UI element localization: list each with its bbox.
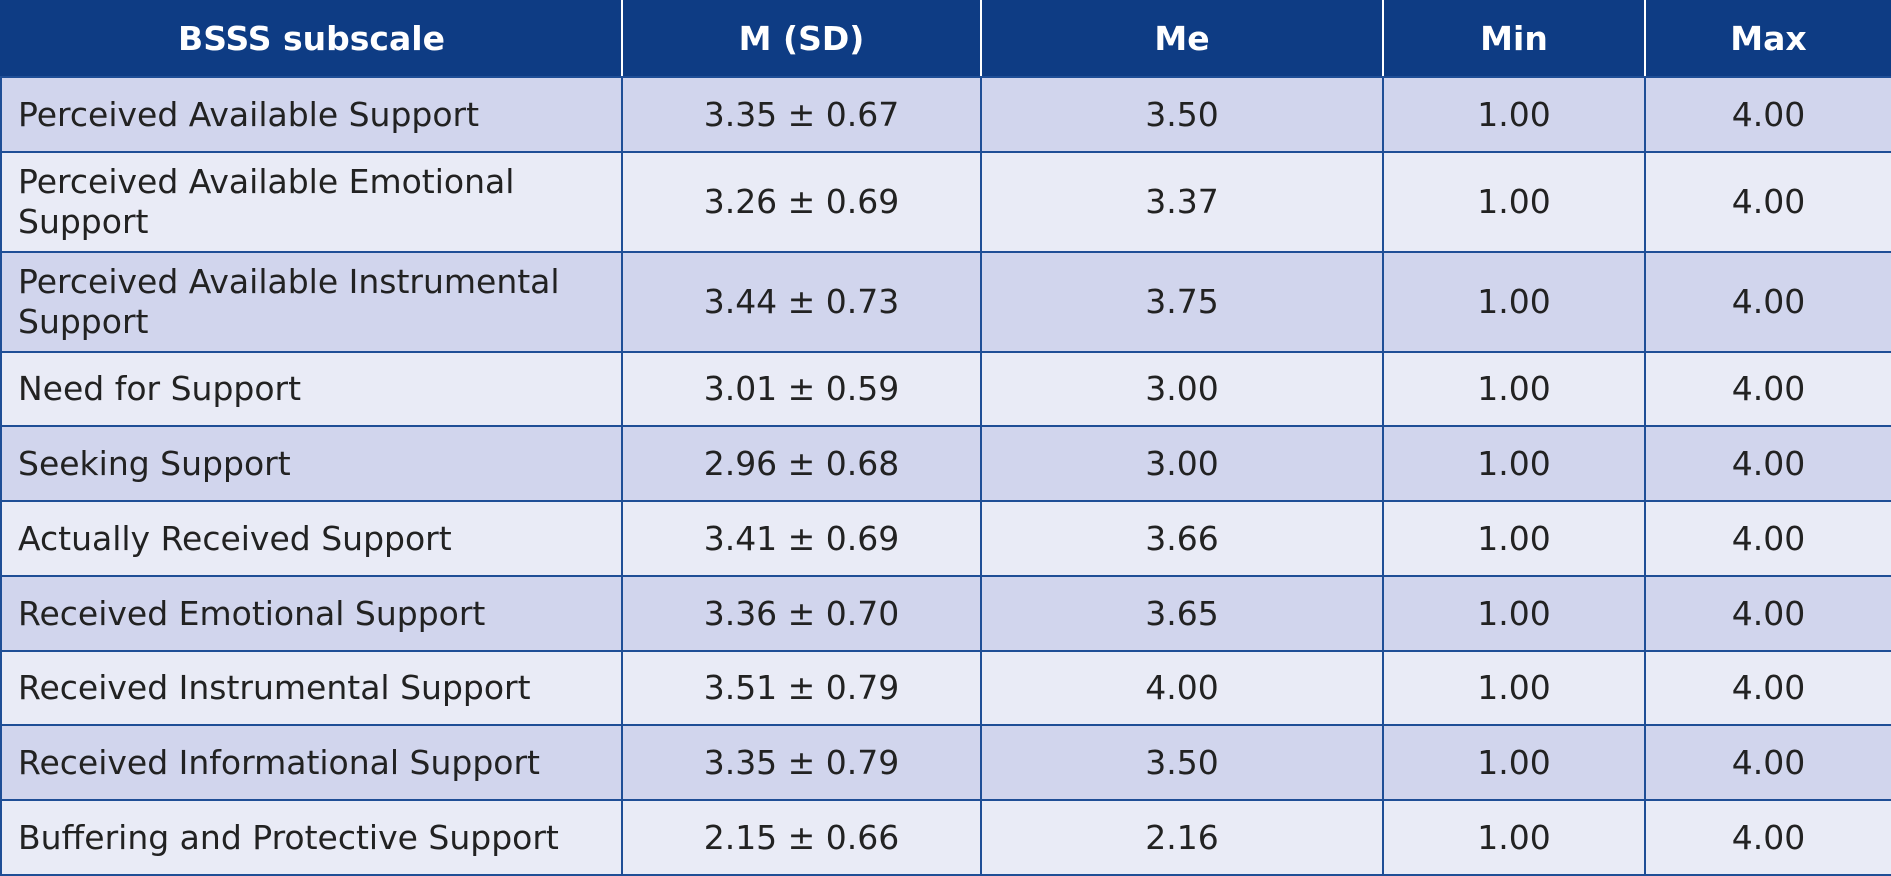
max-value: 4.00 (1644, 799, 1891, 876)
median-value: 2.16 (980, 799, 1384, 876)
median-value: 3.37 (980, 150, 1384, 253)
min-value: 1.00 (1382, 76, 1646, 153)
subscale-name: Perceived Available Instrumental Support (0, 250, 623, 353)
median-value: 3.00 (980, 350, 1384, 428)
subscale-name: Seeking Support (0, 425, 623, 503)
median-value: 3.50 (980, 724, 1384, 802)
max-value: 4.00 (1644, 76, 1891, 153)
max-value: 4.00 (1644, 500, 1891, 577)
table-row: Received Instrumental Support 3.51 ± 0.7… (0, 649, 1891, 727)
subscale-name: Received Informational Support (0, 724, 623, 802)
table-row: Actually Received Support 3.41 ± 0.69 3.… (0, 500, 1891, 577)
subscale-name: Received Instrumental Support (0, 649, 623, 727)
min-value: 1.00 (1382, 649, 1646, 727)
header-row: BSSS subscale M (SD) Me Min Max (0, 0, 1891, 78)
mean-sd-value: 3.35 ± 0.79 (621, 724, 982, 802)
min-value: 1.00 (1382, 799, 1646, 876)
subscale-name: Received Emotional Support (0, 574, 623, 652)
median-value: 4.00 (980, 649, 1384, 727)
table-row: Received Informational Support 3.35 ± 0.… (0, 724, 1891, 802)
min-value: 1.00 (1382, 574, 1646, 652)
max-value: 4.00 (1644, 350, 1891, 428)
min-value: 1.00 (1382, 350, 1646, 428)
median-value: 3.50 (980, 76, 1384, 153)
subscale-name: Perceived Available Emotional Support (0, 150, 623, 253)
mean-sd-value: 3.01 ± 0.59 (621, 350, 982, 428)
table-row: Perceived Available Support 3.35 ± 0.67 … (0, 76, 1891, 153)
header-mean-sd: M (SD) (621, 0, 982, 78)
subscale-name: Buffering and Protective Support (0, 799, 623, 876)
mean-sd-value: 2.96 ± 0.68 (621, 425, 982, 503)
min-value: 1.00 (1382, 724, 1646, 802)
mean-sd-value: 3.51 ± 0.79 (621, 649, 982, 727)
median-value: 3.00 (980, 425, 1384, 503)
mean-sd-value: 3.26 ± 0.69 (621, 150, 982, 253)
mean-sd-value: 3.41 ± 0.69 (621, 500, 982, 577)
max-value: 4.00 (1644, 649, 1891, 727)
median-value: 3.66 (980, 500, 1384, 577)
table-row: Perceived Available Emotional Support 3.… (0, 150, 1891, 253)
min-value: 1.00 (1382, 150, 1646, 253)
min-value: 1.00 (1382, 500, 1646, 577)
median-value: 3.65 (980, 574, 1384, 652)
table-row: Need for Support 3.01 ± 0.59 3.00 1.00 4… (0, 350, 1891, 428)
header-median: Me (980, 0, 1384, 78)
header-min: Min (1382, 0, 1646, 78)
max-value: 4.00 (1644, 150, 1891, 253)
max-value: 4.00 (1644, 250, 1891, 353)
table-header: BSSS subscale M (SD) Me Min Max (0, 0, 1891, 78)
header-max: Max (1644, 0, 1891, 78)
subscale-name: Need for Support (0, 350, 623, 428)
min-value: 1.00 (1382, 425, 1646, 503)
min-value: 1.00 (1382, 250, 1646, 353)
max-value: 4.00 (1644, 724, 1891, 802)
median-value: 3.75 (980, 250, 1384, 353)
max-value: 4.00 (1644, 574, 1891, 652)
table-row: Perceived Available Instrumental Support… (0, 250, 1891, 353)
table-row: Seeking Support 2.96 ± 0.68 3.00 1.00 4.… (0, 425, 1891, 503)
mean-sd-value: 3.35 ± 0.67 (621, 76, 982, 153)
mean-sd-value: 2.15 ± 0.66 (621, 799, 982, 876)
table-body: Perceived Available Support 3.35 ± 0.67 … (0, 76, 1891, 876)
table-row: Received Emotional Support 3.36 ± 0.70 3… (0, 574, 1891, 652)
subscale-name: Actually Received Support (0, 500, 623, 577)
max-value: 4.00 (1644, 425, 1891, 503)
mean-sd-value: 3.36 ± 0.70 (621, 574, 982, 652)
header-subscale: BSSS subscale (0, 0, 623, 78)
table-row: Buffering and Protective Support 2.15 ± … (0, 799, 1891, 876)
subscale-name: Perceived Available Support (0, 76, 623, 153)
mean-sd-value: 3.44 ± 0.73 (621, 250, 982, 353)
